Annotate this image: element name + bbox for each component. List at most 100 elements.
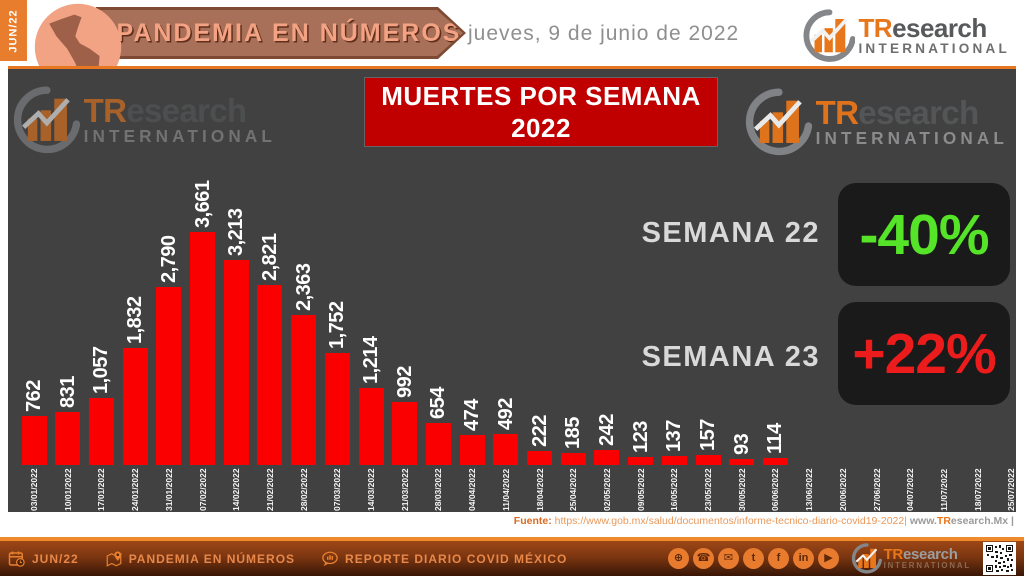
chart-title-box: MUERTES POR SEMANA 2022 xyxy=(365,78,717,146)
twitter-icon[interactable]: t xyxy=(743,548,765,569)
bar-value-label: 992 xyxy=(393,366,416,398)
bar-value-label: 93 xyxy=(730,433,753,455)
x-axis-label: 30/05/2022 xyxy=(736,468,747,511)
bar-value-label: 762 xyxy=(23,380,45,412)
footer-item-label: REPORTE DIARIO COVID MÉXICO xyxy=(345,551,568,566)
bar xyxy=(88,398,114,465)
bar-value-label: 114 xyxy=(764,423,787,454)
tresearch-chart-icon xyxy=(851,543,882,574)
x-axis-label: 02/05/2022 xyxy=(601,468,612,511)
x-axis-label: 25/04/2022 xyxy=(568,468,579,511)
facebook-icon[interactable]: f xyxy=(768,548,790,569)
bar-value-label: 123 xyxy=(629,421,652,453)
source-site[interactable]: www.TResearch.Mx xyxy=(910,515,1008,527)
bar-value-label: 3,213 xyxy=(225,208,248,256)
semana-23-label: SEMANA 23 xyxy=(641,341,820,373)
month-strip: JUN/22 xyxy=(0,0,27,61)
footer-item-label: JUN/22 xyxy=(32,551,79,566)
bar-value-label: 242 xyxy=(595,414,618,446)
x-axis-label: 18/07/2022 xyxy=(972,468,983,511)
tresearch-wordmark: TResearch INTERNATIONAL xyxy=(883,545,971,571)
x-axis-label: 18/04/2022 xyxy=(534,468,545,511)
semana-23-badge: +22% xyxy=(838,302,1010,405)
linkedin-icon[interactable]: in xyxy=(793,548,815,569)
tresearch-watermark-right: TResearch INTERNATIONAL xyxy=(744,88,1008,156)
footer: JUN/22 PANDEMIA EN NÚMEROS REPORTE DIARIO … xyxy=(0,537,1024,576)
x-axis-label: 06/06/2022 xyxy=(770,468,781,511)
bar-value-label: 185 xyxy=(562,417,585,449)
bar xyxy=(527,451,552,465)
social-icons: ⊕ ☎ ✉ t f in ▶ xyxy=(668,548,840,569)
bar xyxy=(459,435,485,465)
bar-value-label: 1,057 xyxy=(90,346,113,394)
bar xyxy=(493,434,519,465)
x-axis-label: 31/01/2022 xyxy=(163,468,174,511)
source-site-rest: esearch.Mx xyxy=(950,515,1009,527)
tresearch-wordmark: TResearch INTERNATIONAL xyxy=(815,94,1008,149)
chart-subtitle: 2022 xyxy=(511,113,571,143)
tresearch-chart-icon xyxy=(745,88,812,156)
x-axis-label: 27/06/2022 xyxy=(871,468,882,511)
x-axis-label: 17/01/2022 xyxy=(96,468,107,511)
bar-value-label: 1,214 xyxy=(360,336,382,384)
header-date: jueves, 9 de junio de 2022 xyxy=(468,22,740,45)
whatsapp-icon[interactable]: ☎ xyxy=(693,548,715,569)
x-axis-label: 20/06/2022 xyxy=(837,468,848,511)
bar-value-label: 2,821 xyxy=(258,233,281,281)
semana-22-value: -40% xyxy=(859,202,989,267)
tresearch-logo: TResearch INTERNATIONAL xyxy=(802,9,1010,62)
tresearch-chart-icon xyxy=(13,86,80,154)
globe-icon[interactable]: ⊕ xyxy=(668,548,690,569)
bar xyxy=(425,423,451,465)
bar-chart: 762 03/01/2022 831 10/01/2022 1,057 17/01/202… xyxy=(8,66,1016,512)
x-axis-label: 10/01/2022 xyxy=(62,468,73,511)
bar-value-label: 1,832 xyxy=(124,296,147,344)
x-axis-label: 28/03/2022 xyxy=(433,468,444,511)
source-pipe: | xyxy=(1011,515,1014,527)
bar xyxy=(122,348,148,465)
bar xyxy=(661,456,687,465)
bar-value-label: 654 xyxy=(427,387,450,419)
bar xyxy=(291,315,317,465)
chart-title: MUERTES POR SEMANA xyxy=(381,81,701,111)
qr-code xyxy=(983,542,1016,575)
source-url[interactable]: https://www.gob.mx/salud/documentos/info… xyxy=(554,515,907,527)
x-axis-label: 21/02/2022 xyxy=(264,468,275,511)
x-axis-label: 14/02/2022 xyxy=(231,468,242,511)
bar xyxy=(257,285,283,465)
bar xyxy=(695,455,721,465)
x-axis-label: 21/03/2022 xyxy=(399,468,410,511)
footer-items: JUN/22 PANDEMIA EN NÚMEROS REPORTE DIARIO … xyxy=(8,550,567,568)
bar xyxy=(156,287,182,465)
tresearch-wordmark: TResearch INTERNATIONAL xyxy=(858,13,1010,57)
bar-value-label: 137 xyxy=(663,420,686,452)
x-axis-label: 04/04/2022 xyxy=(467,468,478,511)
bar xyxy=(223,260,249,465)
tresearch-chart-icon xyxy=(803,9,856,62)
bar-value-label: 3,661 xyxy=(191,180,214,228)
show-banner: PANDEMIA EN NÚMEROS xyxy=(96,7,466,59)
email-icon[interactable]: ✉ xyxy=(718,548,740,569)
bar xyxy=(55,412,81,465)
x-axis-label: 25/07/2022 xyxy=(1006,468,1017,511)
bar xyxy=(762,458,788,465)
x-axis-label: 03/01/2022 xyxy=(29,468,39,511)
bar-value-label: 1,752 xyxy=(326,301,349,349)
source-line: Fuente: https://www.gob.mx/salud/documen… xyxy=(514,515,1014,527)
show-title: PANDEMIA EN NÚMEROS xyxy=(116,18,462,47)
x-axis-label: 07/03/2022 xyxy=(332,468,343,511)
youtube-icon[interactable]: ▶ xyxy=(818,548,840,569)
semana-22-badge: -40% xyxy=(838,183,1010,286)
bar-value-label: 157 xyxy=(697,419,719,451)
footer-item: PANDEMIA EN NÚMEROS xyxy=(105,550,295,568)
accent-line xyxy=(8,66,1016,69)
bar xyxy=(392,402,418,465)
source-prefix: Fuente: xyxy=(513,515,552,527)
footer-item: REPORTE DIARIO COVID MÉXICO xyxy=(321,550,567,568)
tresearch-wordmark: TResearch INTERNATIONAL xyxy=(83,92,276,147)
footer-item: JUN/22 xyxy=(8,550,79,568)
chat-bubble-icon xyxy=(321,550,339,568)
bar xyxy=(190,232,215,465)
semana-23-value: +22% xyxy=(852,321,996,386)
